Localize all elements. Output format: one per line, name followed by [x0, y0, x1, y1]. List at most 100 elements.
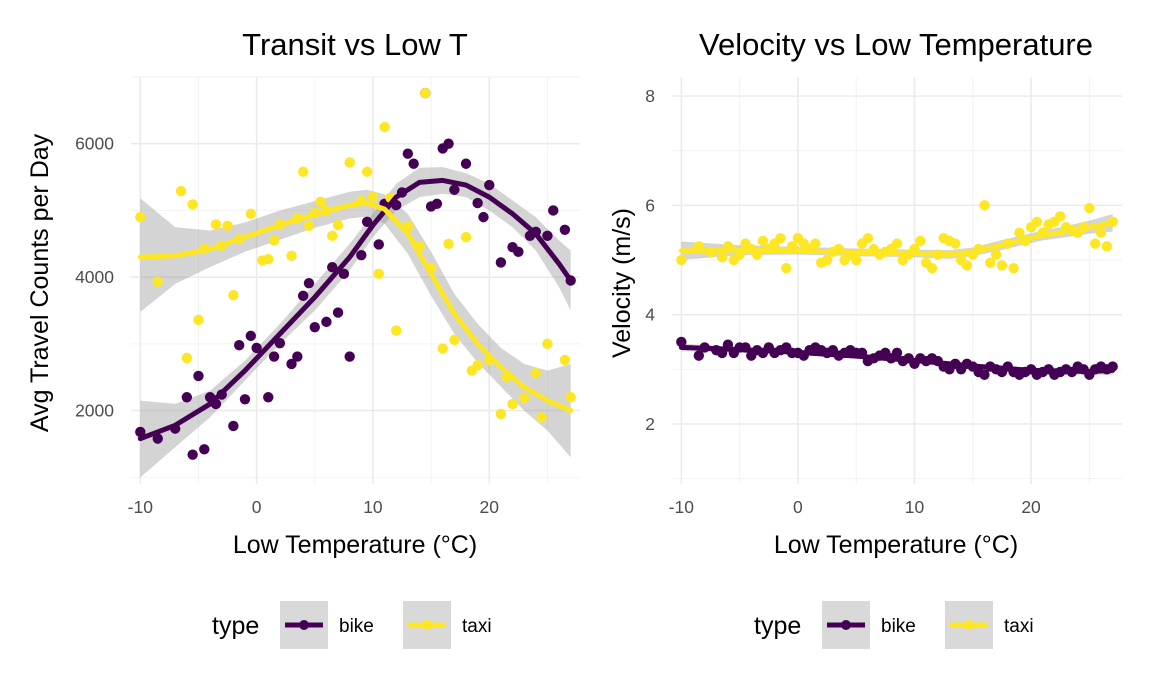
data-point-taxi — [327, 230, 338, 241]
data-point-taxi — [361, 166, 373, 177]
trend-line-bike — [678, 344, 1116, 374]
data-point-taxi — [222, 220, 233, 231]
data-point-taxi — [676, 254, 687, 266]
x-tick-label: 0 — [252, 497, 262, 517]
trend-line-taxi — [137, 200, 574, 414]
data-point-bike — [559, 224, 571, 235]
legend-label-taxi: taxi — [1004, 616, 1034, 637]
data-point-taxi — [781, 263, 792, 274]
x-tick-labels: -10 0 10 20 — [669, 497, 1041, 517]
grid — [672, 77, 1122, 484]
data-point-taxi — [1084, 202, 1095, 214]
data-point-taxi — [315, 196, 326, 207]
data-point-taxi — [518, 392, 530, 404]
data-point-bike — [979, 369, 990, 380]
legend-label-taxi: taxi — [462, 616, 492, 637]
data-point-taxi — [926, 263, 938, 274]
data-point-bike — [443, 138, 454, 149]
x-tick-labels: -10 0 10 20 — [128, 497, 500, 517]
confidence-bands — [140, 167, 571, 478]
data-point-taxi — [187, 199, 198, 210]
data-point-taxi — [1008, 263, 1019, 274]
data-point-bike — [478, 211, 489, 223]
data-point-bike — [251, 342, 262, 354]
y-tick-label: 2000 — [75, 401, 114, 421]
data-point-taxi — [716, 252, 728, 263]
data-point-taxi — [1055, 211, 1066, 222]
data-point-taxi — [228, 289, 239, 301]
legend: type bike taxi — [754, 601, 1034, 649]
data-point-bike — [303, 277, 315, 289]
data-point-taxi — [495, 408, 507, 420]
data-point-bike — [513, 246, 524, 258]
data-point-bike — [356, 249, 367, 261]
data-point-bike — [344, 351, 355, 362]
smooth-lines — [137, 177, 574, 442]
data-point-taxi — [821, 254, 833, 266]
legend-key-bike: bike — [280, 601, 374, 649]
data-point-taxi — [332, 219, 344, 231]
legend-key-taxi: taxi — [403, 601, 492, 649]
y-tick-label: 8 — [645, 86, 655, 106]
data-point-bike — [373, 239, 384, 250]
data-point-taxi — [181, 352, 193, 364]
data-point-taxi — [542, 338, 553, 350]
data-point-taxi — [443, 238, 454, 250]
data-point-bike — [297, 290, 309, 302]
y-tick-label: 4000 — [75, 267, 114, 287]
data-point-taxi — [268, 235, 280, 246]
data-point-taxi — [391, 325, 402, 336]
data-point-bike — [152, 433, 163, 444]
data-point-taxi — [850, 254, 862, 266]
data-point-taxi — [1014, 227, 1025, 238]
data-point-bike — [233, 340, 245, 351]
data-point-taxi — [472, 360, 483, 371]
data-point-bike — [676, 336, 687, 348]
data-point-taxi — [979, 200, 990, 211]
x-tick-label: 0 — [793, 497, 803, 517]
data-point-taxi — [565, 392, 576, 403]
data-point-bike — [286, 358, 297, 370]
data-point-bike — [484, 179, 495, 191]
data-point-taxi — [1095, 227, 1107, 238]
data-point-taxi — [437, 343, 448, 354]
data-point-taxi — [449, 334, 460, 346]
data-point-bike — [245, 330, 257, 342]
data-points — [676, 200, 1118, 380]
data-point-taxi — [303, 220, 315, 231]
x-tick-label: -10 — [128, 497, 154, 517]
data-point-bike — [199, 444, 210, 455]
data-point-bike — [274, 338, 286, 349]
data-point-bike — [309, 322, 320, 333]
data-point-bike — [472, 197, 483, 209]
data-point-bike — [321, 316, 332, 328]
data-point-taxi — [961, 260, 973, 271]
data-point-bike — [693, 350, 705, 361]
data-point-bike — [239, 394, 251, 405]
data-point-taxi — [344, 157, 355, 168]
grid — [131, 76, 580, 484]
y-tick-labels: 2000 4000 6000 — [75, 134, 114, 421]
x-axis-title: Low Temperature (°C) — [774, 531, 1018, 559]
data-point-taxi — [775, 232, 786, 244]
data-point-bike — [292, 351, 303, 362]
data-point-bike — [181, 392, 193, 403]
data-point-taxi — [286, 250, 297, 262]
data-point-bike — [431, 198, 443, 209]
legend-key-bike: bike — [822, 601, 916, 649]
data-point-bike — [187, 449, 198, 460]
data-point-taxi — [135, 211, 146, 223]
data-point-taxi — [915, 235, 926, 247]
y-tick-labels: 2 4 6 8 — [645, 86, 655, 434]
x-axis-title: Low Temperature (°C) — [233, 531, 477, 559]
data-point-taxi — [373, 268, 384, 280]
data-point-bike — [402, 148, 414, 159]
y-tick-label: 4 — [645, 305, 655, 325]
data-point-taxi — [152, 276, 163, 288]
data-point-taxi — [1101, 241, 1113, 252]
data-point-bike — [460, 158, 472, 169]
velocity-panel: Velocity vs Low Temperature Low Temperat… — [608, 27, 1122, 649]
smooth-lines — [678, 220, 1116, 374]
data-point-bike — [361, 216, 373, 227]
